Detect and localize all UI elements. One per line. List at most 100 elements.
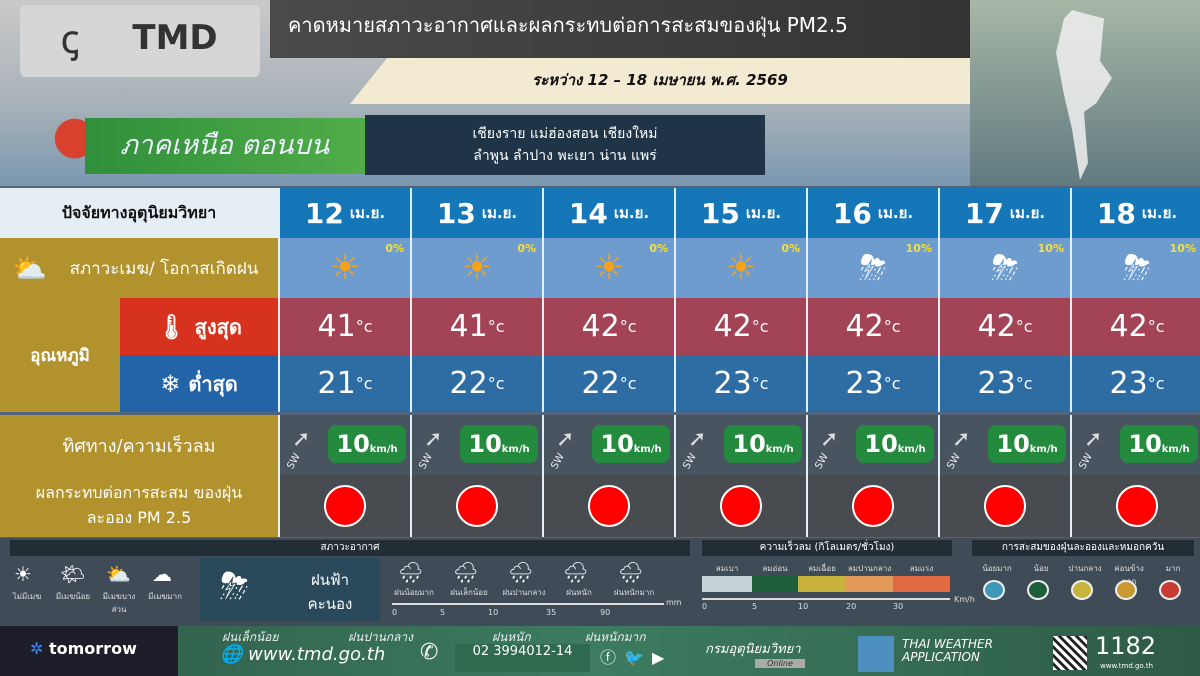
unit: °c	[1147, 374, 1165, 393]
max-temp-cell: 41 °c	[410, 298, 542, 355]
wind-direction: SW	[813, 451, 831, 472]
wind-speed-value: 10	[996, 430, 1030, 458]
sky-label: มีเมฆน้อย	[55, 592, 91, 601]
sky-icon: 🌤	[60, 562, 86, 586]
wind-direction: SW	[285, 451, 303, 472]
rain-label: ฝนหนักมาก	[613, 588, 655, 597]
sky-icon: ☁	[152, 562, 172, 586]
max-temp-cell: 42 °c	[806, 298, 938, 355]
wind-label: ลมอ่อน	[762, 564, 788, 573]
wind-arrow-icon: ➚	[292, 427, 311, 452]
day-header: 12 เม.ย.	[278, 188, 410, 238]
min-temp: 23	[977, 366, 1016, 401]
max-temp-cell: 42 °c	[542, 298, 674, 355]
wind-direction: SW	[549, 451, 567, 472]
wind-unit: Km/h	[954, 595, 975, 604]
wind-cell: ➚ SW 10km/h	[674, 415, 806, 475]
forecast-table: ปัจจัยทางอุตุนิยมวิทยา ⛅ สภาวะเมฆ/ โอกาสเ…	[0, 186, 1200, 538]
unit: °c	[883, 317, 901, 336]
rain-label: ฝนปานกลาง	[502, 588, 546, 597]
max-temp-cell: 41 °c	[278, 298, 410, 355]
facebook-icon[interactable]: ⓕ	[600, 648, 625, 667]
thermometer-hot-icon: 🌡	[156, 312, 187, 341]
max-label: 🌡 สูงสุด	[120, 298, 278, 355]
rain-label: ฝนน้อยมาก	[394, 588, 434, 597]
phone-icon: ✆	[420, 640, 439, 665]
weather-cell: ☀ 0%	[278, 238, 410, 298]
pm-level-dot	[984, 485, 1026, 527]
max-label-text: สูงสุด	[194, 314, 242, 339]
rain-tick: 35	[546, 608, 557, 617]
wind-unit: km/h	[897, 444, 926, 455]
max-temp: 42	[845, 309, 884, 344]
min-temp: 22	[449, 366, 488, 401]
wind-unit: km/h	[369, 444, 398, 455]
website-link[interactable]: 🌐 www.tmd.go.th	[220, 644, 385, 665]
wind-arrow-icon: ➚	[820, 427, 839, 452]
day-number: 17	[964, 196, 1004, 230]
pm-level-dot	[456, 485, 498, 527]
youtube-icon[interactable]: ▶	[651, 648, 673, 667]
wind-color-swatch	[702, 576, 752, 592]
app-icon	[858, 636, 894, 672]
min-temp: 23	[845, 366, 884, 401]
twitter-icon[interactable]: 🐦	[624, 648, 652, 667]
wind-tick: 30	[893, 602, 904, 611]
wind-unit: km/h	[1161, 444, 1190, 455]
min-temp: 21	[317, 366, 356, 401]
sky-label: ไม่มีเมฆ	[12, 592, 42, 601]
unit: °c	[487, 317, 505, 336]
tmd-online: กรมอุตุนิยมวิทยา Online	[705, 638, 805, 668]
snowflake-icon: ❄	[160, 369, 181, 398]
max-temp: 41	[317, 309, 356, 344]
wind-unit: km/h	[501, 444, 530, 455]
max-temp: 41	[449, 309, 488, 344]
region-name: ภาคเหนือ ตอนบน	[85, 118, 395, 174]
rain-chance: 10%	[905, 242, 932, 255]
day-number: 18	[1096, 196, 1136, 230]
globe-icon: 🌐	[220, 644, 249, 665]
unit: °c	[355, 374, 373, 393]
month: เม.ย.	[1009, 204, 1046, 222]
unit: °c	[487, 374, 505, 393]
wind-speed: 10km/h	[460, 425, 538, 463]
month: เม.ย.	[349, 204, 386, 222]
weather-cell: ☀ 0%	[410, 238, 542, 298]
pm-color-swatch	[983, 580, 1005, 600]
tomorrow-logo: ✲ tomorrow	[0, 626, 178, 676]
provinces-line-1: เชียงราย แม่ฮ่องสอน เชียงใหม่	[472, 126, 658, 142]
pm-color-swatch	[1115, 580, 1137, 600]
wind-cell: ➚ SW 10km/h	[542, 415, 674, 475]
min-label: ❄ ต่ำสุด	[120, 355, 278, 412]
unit: °c	[751, 374, 769, 393]
weather-cell: ⛈ 10%	[1070, 238, 1200, 298]
max-temp-cell: 42 °c	[1070, 298, 1200, 355]
rain-label: ฝนเล็กน้อย	[450, 588, 488, 597]
wind-cell: ➚ SW 10km/h	[278, 415, 410, 475]
max-temp-cell: 42 °c	[674, 298, 806, 355]
unit: °c	[883, 374, 901, 393]
footer: ✲ tomorrow ฝนเล็กน้อย ฝนปานกลาง ฝนหนัก ฝ…	[0, 626, 1200, 676]
rain-chance: 10%	[1037, 242, 1064, 255]
pm-cell	[1070, 475, 1200, 537]
wind-arrow-icon: ➚	[1084, 427, 1103, 452]
wind-direction: SW	[1077, 451, 1095, 472]
rain-chance: 0%	[385, 242, 404, 255]
pm-cell	[674, 475, 806, 537]
weather-legend-title: สภาวะอากาศ	[10, 540, 690, 556]
social-links[interactable]: ⓕ🐦▶	[600, 644, 672, 668]
wind-cell: ➚ SW 10km/h	[410, 415, 542, 475]
wind-color-swatch	[893, 576, 950, 592]
weather-cell: ☀ 0%	[674, 238, 806, 298]
rain-icon: 🌧	[563, 560, 589, 584]
day-header: 15 เม.ย.	[674, 188, 806, 238]
weather-cell: ⛈ 10%	[806, 238, 938, 298]
wind-speed: 10km/h	[592, 425, 670, 463]
pm-color-swatch	[1071, 580, 1093, 600]
tmd-online-text: กรมอุตุนิยมวิทยา	[705, 642, 801, 657]
pm-label: มาก	[1165, 564, 1181, 573]
max-temp: 42	[581, 309, 620, 344]
wind-speed: 10km/h	[1120, 425, 1198, 463]
rain-chance: 10%	[1169, 242, 1196, 255]
pm-color-swatch	[1027, 580, 1049, 600]
